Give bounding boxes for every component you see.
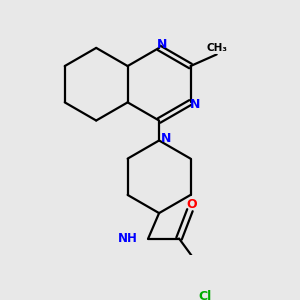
- Text: N: N: [156, 38, 167, 51]
- Text: CH₃: CH₃: [206, 43, 227, 53]
- Text: N: N: [190, 98, 200, 111]
- Text: NH: NH: [117, 232, 137, 245]
- Text: O: O: [186, 197, 197, 211]
- Text: Cl: Cl: [198, 290, 211, 300]
- Text: N: N: [161, 132, 172, 145]
